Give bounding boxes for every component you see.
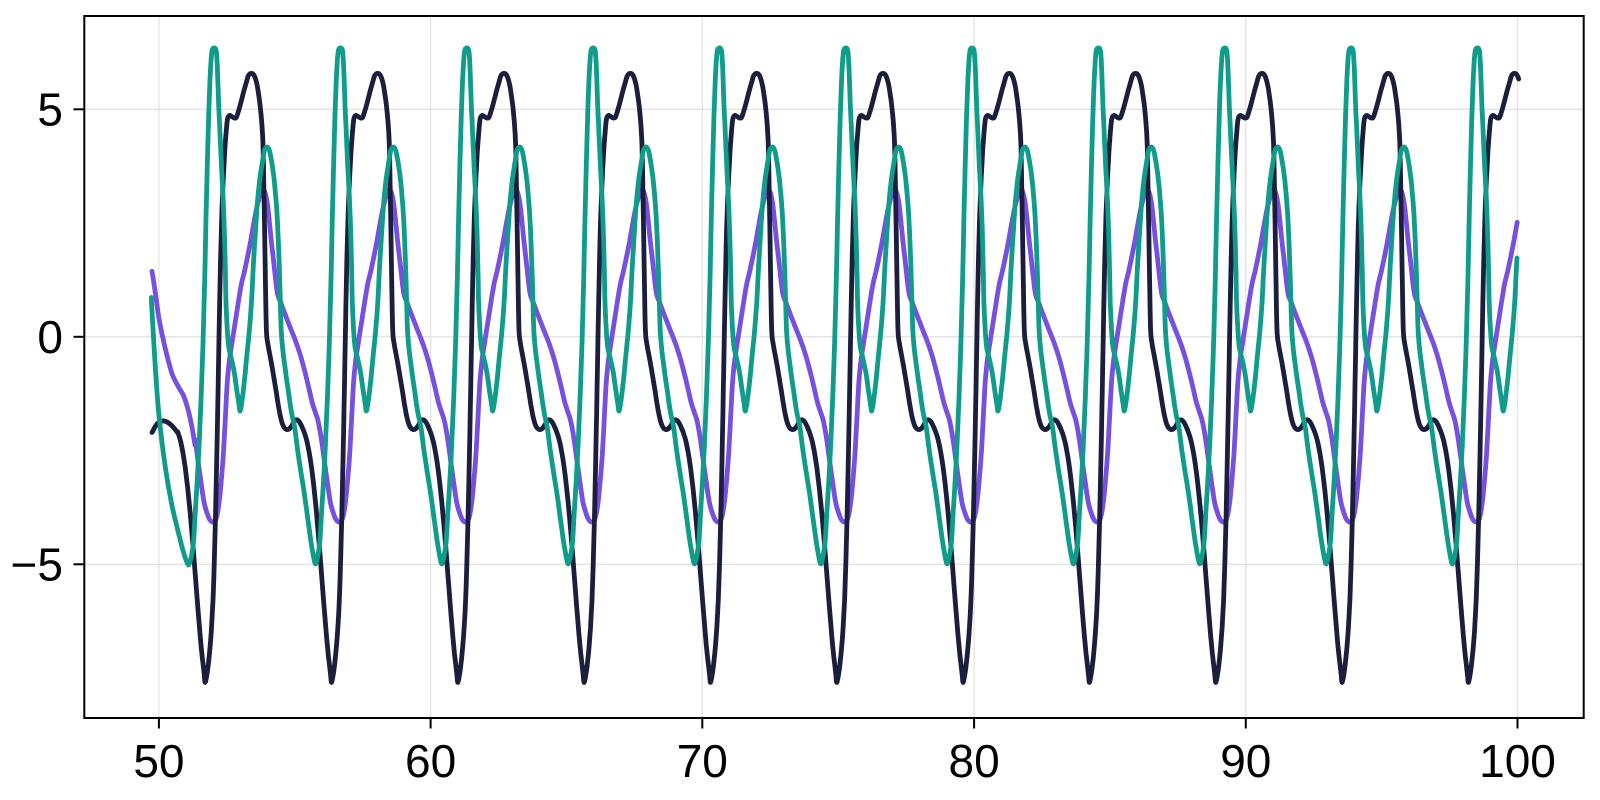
svg-text:5: 5 — [37, 84, 63, 136]
svg-text:70: 70 — [677, 735, 728, 787]
svg-text:100: 100 — [1479, 735, 1556, 787]
svg-text:80: 80 — [949, 735, 1000, 787]
svg-text:60: 60 — [405, 735, 456, 787]
svg-text:−5: −5 — [11, 539, 63, 591]
svg-text:50: 50 — [133, 735, 184, 787]
svg-text:0: 0 — [37, 311, 63, 363]
svg-text:90: 90 — [1220, 735, 1271, 787]
